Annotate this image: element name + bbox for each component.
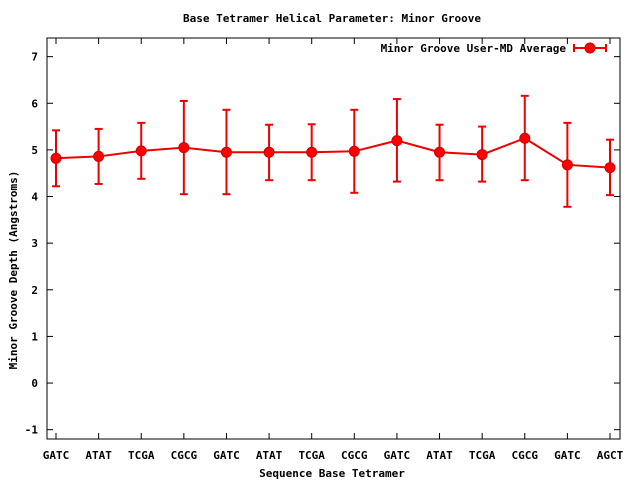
y-tick-label: 2 xyxy=(31,284,38,297)
data-point xyxy=(93,150,105,162)
x-axis-ticks: GATC ATAT TCGA CGCG GATC ATAT TCGA CGCG GATC ATAT… xyxy=(43,38,624,462)
data-point xyxy=(604,162,616,174)
data-point xyxy=(135,145,147,157)
data-point xyxy=(561,159,573,171)
x-axis-label: Sequence Base Tetramer xyxy=(259,467,405,480)
legend-label: Minor Groove User-MD Average xyxy=(381,42,567,55)
y-tick-label: -1 xyxy=(25,424,39,437)
y-tick-label: 7 xyxy=(31,51,38,64)
y-tick-label: 3 xyxy=(31,237,38,250)
x-tick-label: CGCG xyxy=(512,449,539,462)
x-tick-label: ATAT xyxy=(256,449,283,462)
legend: Minor Groove User-MD Average xyxy=(381,42,607,55)
y-tick-label: 1 xyxy=(31,330,38,343)
x-tick-label: AGCT xyxy=(597,449,624,462)
data-point xyxy=(348,145,360,157)
x-tick-label: GATC xyxy=(554,449,581,462)
data-point xyxy=(178,142,190,154)
data-point xyxy=(519,132,531,144)
y-axis-label: Minor Groove Depth (Angstroms) xyxy=(7,171,20,370)
x-tick-label: GATC xyxy=(384,449,411,462)
data-point xyxy=(476,149,488,161)
data-point xyxy=(306,146,318,158)
data-point xyxy=(220,146,232,158)
x-tick-label: TCGA xyxy=(469,449,496,462)
plot-border xyxy=(46,37,621,440)
data-point xyxy=(434,146,446,158)
y-tick-label: 5 xyxy=(31,144,38,157)
x-tick-label: ATAT xyxy=(85,449,112,462)
y-axis-ticks: -1 0 1 2 3 4 5 6 7 xyxy=(25,51,620,437)
data-point xyxy=(263,146,275,158)
data-point xyxy=(391,135,403,147)
x-tick-label: ATAT xyxy=(426,449,453,462)
x-tick-label: GATC xyxy=(213,449,240,462)
y-tick-label: 6 xyxy=(31,97,38,110)
x-tick-label: CGCG xyxy=(341,449,368,462)
y-tick-label: 0 xyxy=(31,377,38,390)
x-tick-label: TCGA xyxy=(298,449,325,462)
legend-marker xyxy=(584,42,596,54)
x-tick-label: GATC xyxy=(43,449,70,462)
x-tick-label: TCGA xyxy=(128,449,155,462)
x-tick-label: CGCG xyxy=(171,449,198,462)
y-tick-label: 4 xyxy=(31,191,38,204)
data-point xyxy=(50,152,62,164)
chart-title: Base Tetramer Helical Parameter: Minor G… xyxy=(183,12,481,25)
series-line xyxy=(55,137,611,169)
series-layer xyxy=(50,94,616,208)
